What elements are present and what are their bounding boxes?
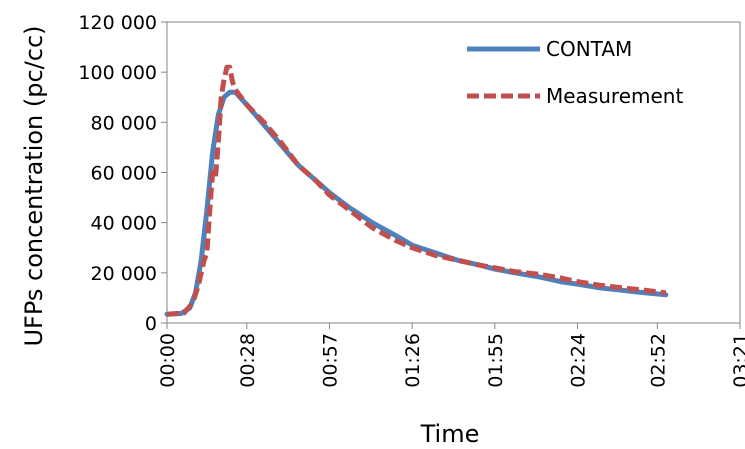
x-tick-label: 01:26: [402, 333, 424, 388]
x-tick-label: 00:00: [157, 333, 179, 388]
series-line-measurement: [166, 64, 667, 317]
y-tick-label: 100 000: [78, 62, 157, 84]
series-line-contam: [164, 89, 669, 317]
x-tick-label: 00:28: [237, 333, 259, 388]
legend-label: Measurement: [546, 84, 683, 108]
plot-frame: [166, 21, 741, 324]
y-axis-title: UFPs concentration (pc/cc): [20, 25, 48, 346]
x-tick-label: 02:52: [647, 333, 669, 388]
y-tick-label: 0: [145, 313, 157, 335]
x-axis: 00:00 00:28 00:57 01:26 01:55 02:24 02:52 03:21: [157, 323, 745, 388]
y-tick-label: 40 000: [91, 213, 157, 235]
x-tick-label: 03:21: [730, 333, 745, 388]
plot-area: [166, 21, 741, 324]
legend: CONTAM Measurement: [467, 37, 683, 108]
x-tick-label: 00:57: [319, 333, 341, 388]
y-tick-label: 80 000: [91, 112, 157, 134]
legend-label: CONTAM: [546, 37, 632, 61]
x-axis-title: Time: [420, 420, 480, 448]
y-tick-label: 20 000: [91, 263, 157, 285]
y-tick-label: 60 000: [91, 163, 157, 185]
y-axis: 0 20 000 40 000 60 000 80 000 100 000 120 000: [78, 12, 167, 335]
y-tick-label: 120 000: [78, 12, 157, 34]
x-tick-label: 01:55: [485, 333, 507, 388]
x-tick-label: 02:24: [568, 333, 590, 388]
series-layer: [164, 64, 669, 317]
